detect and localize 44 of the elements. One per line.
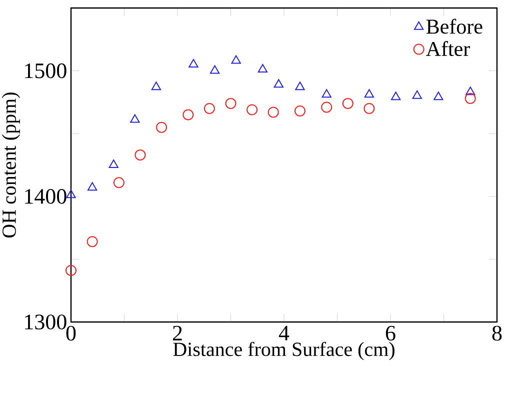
point: [294, 105, 306, 116]
point: [156, 122, 168, 133]
point: [188, 59, 198, 68]
point: [295, 82, 305, 90]
point: [130, 114, 140, 123]
point: [268, 106, 279, 118]
point: [108, 159, 118, 168]
y-axis-title: OH content (ppm): [2, 92, 20, 238]
point: [466, 86, 476, 96]
point: [134, 149, 146, 160]
legend-label: After: [426, 41, 470, 56]
x-tick-label: 4: [278, 326, 290, 340]
point: [66, 190, 76, 198]
point: [113, 177, 124, 188]
y-tick-label: 1300: [25, 314, 66, 330]
point: [210, 65, 220, 74]
point: [274, 79, 284, 88]
point: [321, 102, 332, 113]
y-tick-label: 1500: [25, 63, 66, 78]
point: [151, 82, 162, 90]
point: [412, 90, 422, 99]
x-tick-label: 6: [386, 326, 396, 341]
point: [182, 109, 194, 120]
x-tick-label: 2: [172, 326, 182, 340]
x-tick-label: 8: [492, 326, 502, 341]
point: [246, 104, 258, 116]
point: [204, 102, 215, 114]
point: [231, 55, 241, 64]
point: [86, 236, 98, 248]
point: [364, 102, 375, 114]
x-axis-title: Distance from Surface (cm): [173, 342, 394, 360]
point: [434, 92, 444, 100]
point: [464, 92, 476, 104]
y-tick-label: 1400: [25, 188, 66, 204]
point: [258, 64, 268, 73]
point: [87, 182, 98, 191]
point: [342, 98, 354, 109]
point: [322, 89, 332, 98]
point: [364, 89, 374, 98]
point: [390, 92, 401, 100]
point: [66, 264, 77, 276]
legend-label: Before: [426, 18, 482, 34]
point: [225, 98, 236, 109]
x-tick-label: 0: [66, 326, 76, 341]
